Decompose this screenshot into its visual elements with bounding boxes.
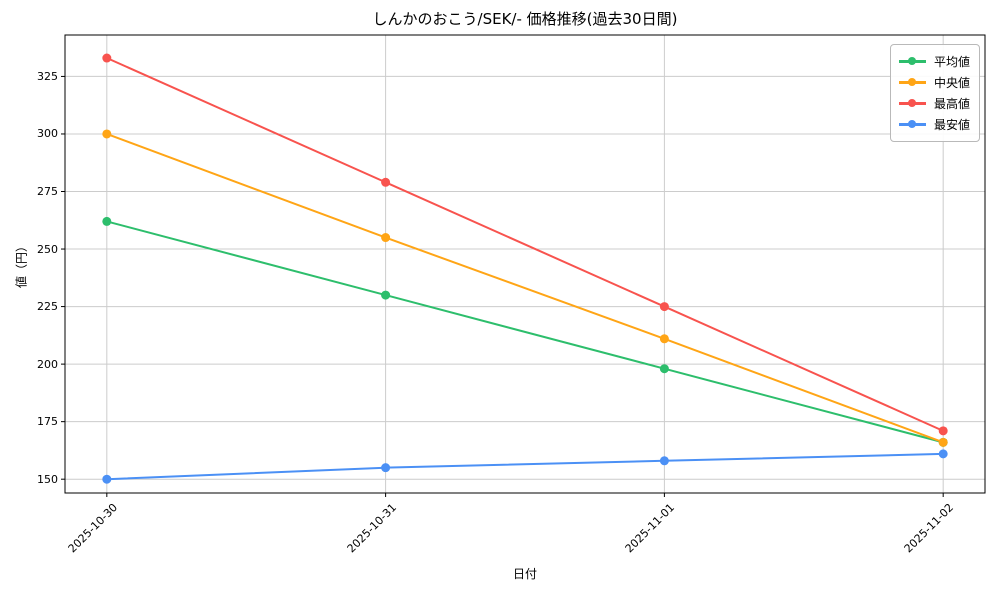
series-line [106,133,944,444]
legend-marker-icon [908,78,917,87]
data-point-marker [102,129,112,139]
data-point-marker [938,449,948,459]
y-tick-label: 275 [37,185,58,198]
plot-border [64,34,986,494]
series-line [106,452,944,481]
chart-title: しんかのおこう/SEK/- 価格推移(過去30日間) [372,10,678,28]
legend-line-sample [898,99,926,108]
y-tick-label: 225 [37,300,58,314]
legend-marker-icon [908,57,917,66]
legend-label: 最高値 [933,97,970,111]
legend-label: 最安値 [933,118,970,132]
series-line [106,57,944,432]
y-tick-label: 175 [37,415,58,429]
legend-entry-min: 最安値 [898,114,970,135]
y-tick-label: 200 [37,357,58,371]
y-tick-label: 250 [37,242,58,256]
x-axis-label: 日付 [512,567,537,581]
legend-entry-max: 最高値 [898,93,970,114]
data-point-marker [659,456,669,466]
legend: 平均値 中央値 最高値 最安値 [889,44,980,142]
data-point-marker [938,437,948,447]
data-point-marker [102,216,112,226]
series-line [106,220,944,444]
data-point-marker [381,233,391,243]
legend-label: 中央値 [933,76,970,90]
data-point-marker [381,290,391,300]
data-point-marker [659,334,669,344]
legend-line-sample [898,78,926,87]
legend-entry-median: 中央値 [898,72,970,93]
legend-label: 平均値 [933,55,970,69]
legend-entry-mean: 平均値 [898,51,970,72]
y-tick-label: 300 [37,127,58,141]
data-point-marker [659,364,669,374]
y-axis-label: 値（円） [14,239,29,289]
legend-marker-icon [908,120,917,129]
data-point-marker [102,53,112,63]
legend-line-sample [898,120,926,129]
legend-marker-icon [908,99,917,108]
data-point-marker [381,177,391,187]
data-point-marker [938,426,948,436]
y-tick-label: 150 [37,472,58,486]
legend-line-sample [898,57,926,66]
data-point-marker [381,463,391,473]
data-point-marker [102,474,112,484]
data-point-marker [659,302,669,312]
y-tick-label: 325 [37,69,58,83]
